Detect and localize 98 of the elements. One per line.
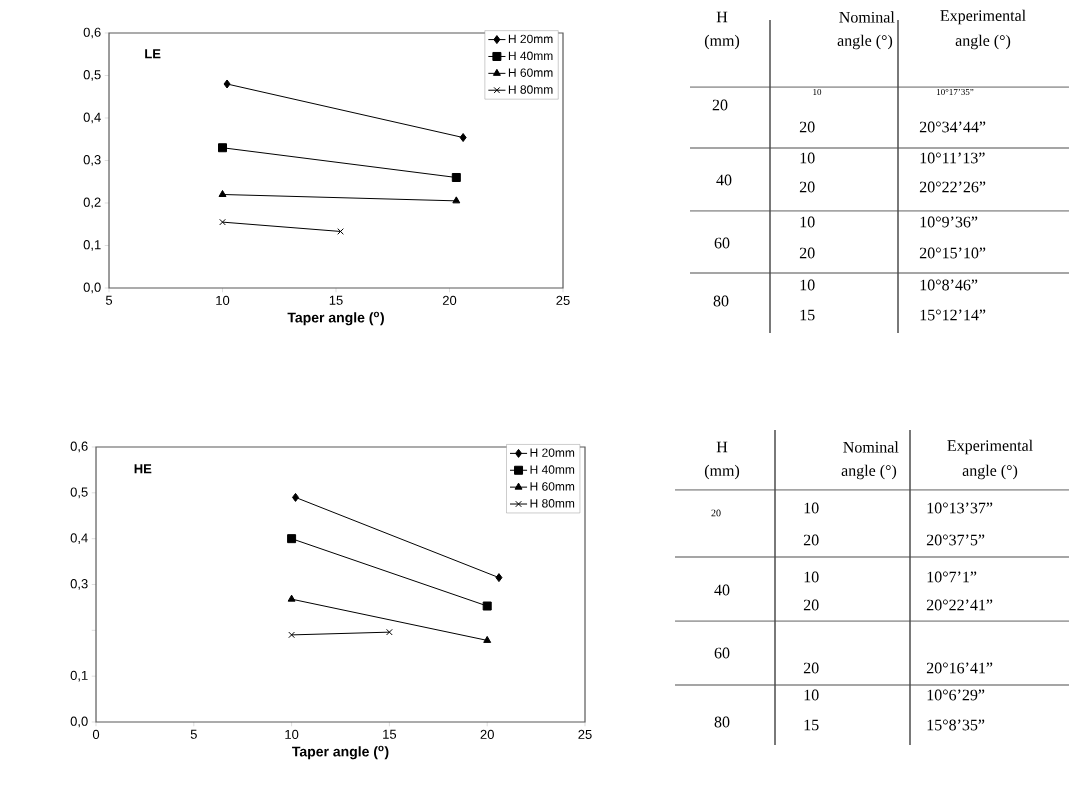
text: (mm): [704, 464, 740, 480]
text: Experimental: [947, 439, 1033, 455]
text: 10: [800, 152, 815, 164]
text: 20: [803, 662, 819, 674]
point: [482, 601, 492, 611]
y-tick-label: 0,1: [70, 670, 88, 682]
text: 60: [714, 647, 730, 659]
text: 20°34’44”: [919, 121, 986, 133]
legend-label: H 60mm: [530, 482, 575, 491]
text: angle (°): [962, 464, 1018, 480]
text: 10°13’37”: [927, 502, 993, 514]
x-tick-label: 20: [442, 295, 457, 305]
text: 15°8’35”: [927, 719, 985, 731]
y-tick-label: 0,2: [83, 197, 101, 209]
text: 10: [800, 216, 815, 228]
x-tick-label: 10: [285, 729, 299, 739]
text: 10°8’46”: [920, 279, 978, 291]
text: angle (°): [841, 464, 897, 480]
text: 10: [813, 88, 822, 96]
point: [495, 573, 503, 583]
y-tick-label: 0,3: [70, 579, 88, 590]
text: 10: [804, 689, 819, 701]
text: 10°11’13”: [920, 152, 985, 164]
text: 20°22’26”: [919, 181, 986, 193]
legend-label: H 20mm: [508, 34, 553, 44]
y-tick-label: 0,1: [83, 240, 101, 251]
text: 10°6’29”: [927, 689, 985, 701]
annotation: HE: [134, 464, 152, 474]
text: H: [716, 11, 728, 23]
x-tick-label: 20: [480, 729, 494, 739]
text: H: [716, 441, 728, 453]
x-tick-label: 15: [383, 729, 397, 739]
text: Experimental: [940, 9, 1026, 25]
point: [219, 218, 226, 226]
text: Nominal: [843, 441, 899, 453]
y-tick-label: 0,6: [83, 27, 101, 39]
y-tick-label: 0,0: [83, 282, 101, 294]
legend-label: H 20mm: [530, 448, 575, 457]
y-tick-label: 0,5: [83, 70, 101, 81]
text: 10°7’1”: [927, 571, 977, 583]
text: 20: [803, 534, 819, 546]
x-tick-label: 10: [216, 295, 230, 305]
text: angle (°): [837, 34, 893, 50]
text: 20: [799, 121, 815, 133]
x-tick-label: 5: [190, 729, 197, 739]
text: 20: [803, 599, 819, 611]
text: Nominal: [839, 11, 895, 23]
point: [459, 133, 467, 143]
text: 10°9’36”: [920, 216, 978, 228]
text: 10: [804, 502, 819, 514]
point: [223, 79, 231, 89]
x-tick-label: 5: [105, 295, 113, 305]
point: [218, 143, 228, 153]
text: 20: [799, 181, 815, 193]
x-tick-label: 25: [556, 295, 570, 305]
text: 10: [804, 571, 819, 583]
x-tick-label: 15: [329, 295, 343, 305]
point: [386, 628, 393, 636]
text: 20: [799, 247, 815, 259]
text: 10°17’35”: [936, 88, 974, 96]
text: 20°16’41”: [926, 662, 993, 674]
point: [287, 534, 297, 544]
legend-label: H 40mm: [508, 51, 553, 61]
text: 20°15’10”: [919, 247, 986, 259]
legend-label: H 80mm: [508, 85, 553, 94]
x-tick-label: 25: [578, 729, 592, 739]
text: 15: [804, 719, 819, 731]
annotation: LE: [145, 49, 161, 59]
y-tick-label: 0,5: [70, 487, 88, 499]
text: 15: [800, 309, 815, 321]
point: [451, 172, 461, 182]
y-tick-label: 0,4: [83, 112, 101, 124]
text: 80: [714, 716, 730, 728]
point: [288, 631, 295, 639]
y-tick-label: 0,0: [70, 716, 88, 728]
x-axis-title: Taper angle ($^{o}$): [287, 311, 384, 326]
legend-label: H 80mm: [530, 499, 575, 508]
legend-label: H 60mm: [508, 68, 553, 77]
point: [337, 228, 344, 235]
y-tick-label: 0,4: [70, 533, 88, 545]
text: 40: [716, 174, 732, 186]
text: 10: [800, 279, 815, 291]
text: 20: [712, 99, 728, 111]
text: (mm): [704, 34, 740, 50]
text: 60: [714, 237, 730, 249]
text: 20: [711, 509, 721, 517]
y-tick-label: 0,3: [83, 155, 101, 166]
x-axis-title: Taper angle ($^{o}$): [292, 745, 389, 760]
text: 15°12’14”: [920, 309, 986, 321]
point: [292, 492, 300, 502]
x-tick-label: 0: [92, 729, 100, 739]
text: 20°22’41”: [926, 599, 993, 611]
text: 20°37’5”: [926, 534, 985, 546]
text: 80: [713, 295, 729, 307]
y-tick-label: 0,6: [70, 441, 88, 453]
text: 40: [714, 584, 730, 596]
text: angle (°): [955, 34, 1011, 50]
legend-label: H 40mm: [530, 465, 575, 474]
